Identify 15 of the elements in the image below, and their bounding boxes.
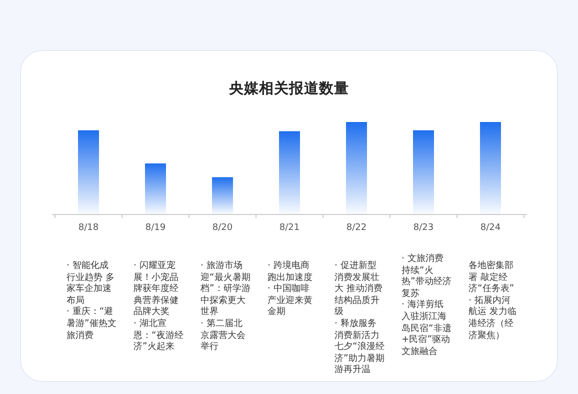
text: · 旅游市场迎“最火暑期档”：研学游中探索更大世界 · 第二届北京露营大会举行 [200, 260, 250, 353]
x-tick-label: 8/23 [413, 223, 434, 233]
text: · 闪耀亚宠展！小宠品牌获年度经典营养保健品牌大奖 · 湖北宣恩：“夜游经济”火起来 [134, 260, 184, 353]
x-tick-label: 8/24 [480, 223, 501, 233]
text: · 智能化成行业趋势 多家车企加速布局 · 重庆：“避暑游”催热文旅消费 [66, 260, 116, 342]
x-tick-label: 8/20 [212, 223, 233, 233]
x-tick-label: 8/22 [346, 223, 367, 233]
text: 各地密集部署 敲定经济“任务表” · 拓展内河航运 发力临港经济（经济聚焦） [468, 260, 518, 342]
x-tick-label: 8/21 [279, 223, 300, 233]
text: · 促进新型消费发展壮大 推动消费结构品质升级 · 释放服务消费新活力七夕“浪漫经济”助力暑期游再升温 [334, 260, 384, 376]
x-tick-label: 8/18 [78, 223, 99, 233]
text: · 文旅消费持续“火热”带动经济复苏 · 海洋剪纸入驻浙江海岛民宿“非遗+民宿”驱动文旅融合 [402, 253, 452, 357]
text: · 跨境电商跑出加速度 · 中国咖啡产业迎来黄金期 [268, 260, 314, 318]
x-tick-label: 8/19 [145, 223, 166, 233]
chart-title: 央媒相关报道数量 [228, 80, 349, 97]
